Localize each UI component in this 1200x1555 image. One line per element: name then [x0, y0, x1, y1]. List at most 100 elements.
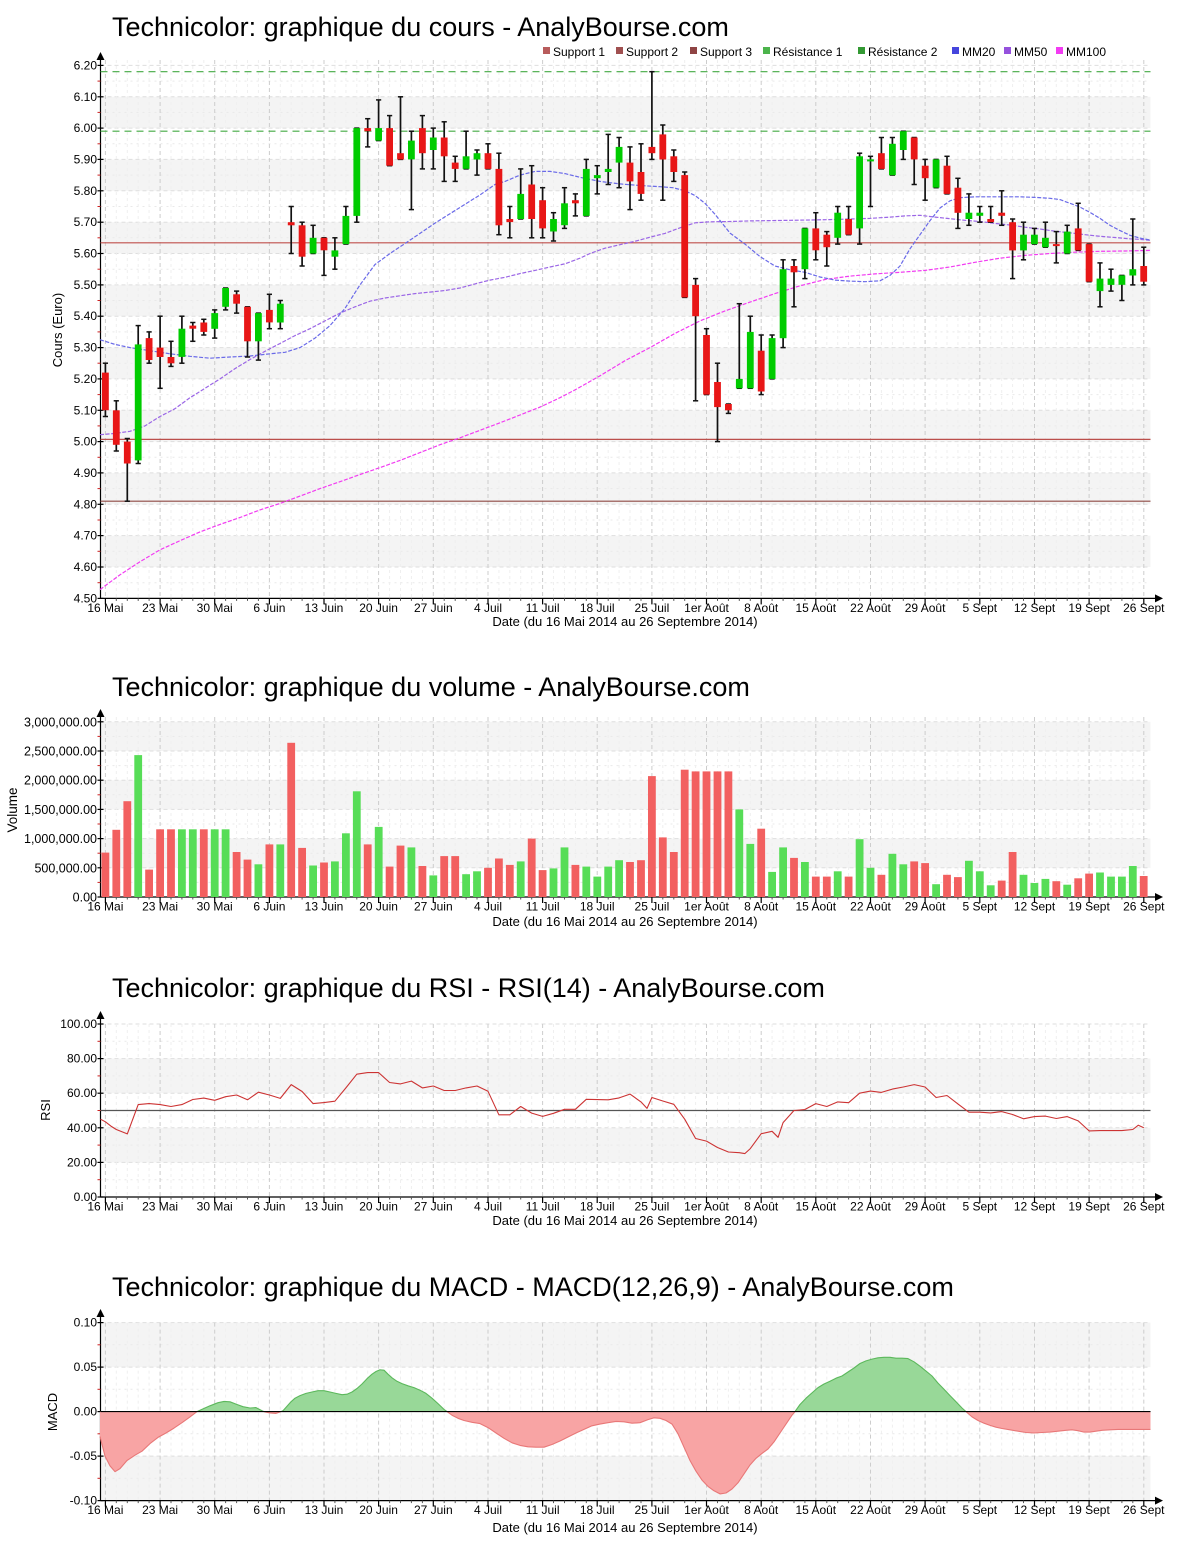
- svg-text:19 Sept: 19 Sept: [1068, 900, 1110, 914]
- svg-text:5.30: 5.30: [74, 341, 98, 355]
- svg-text:5 Sept: 5 Sept: [962, 1503, 997, 1517]
- svg-text:4 Juil: 4 Juil: [474, 1200, 502, 1214]
- svg-text:19 Sept: 19 Sept: [1068, 601, 1110, 615]
- svg-text:Support 1: Support 1: [553, 45, 605, 59]
- svg-text:MM100: MM100: [1066, 45, 1106, 59]
- svg-text:0.00: 0.00: [73, 891, 97, 905]
- svg-text:25 Juil: 25 Juil: [635, 900, 670, 914]
- svg-text:4.60: 4.60: [74, 560, 98, 574]
- svg-text:8 Août: 8 Août: [744, 601, 779, 615]
- svg-text:5.70: 5.70: [74, 215, 98, 229]
- svg-text:22 Août: 22 Août: [850, 900, 891, 914]
- svg-text:16 Mai: 16 Mai: [87, 900, 123, 914]
- svg-text:6 Juin: 6 Juin: [253, 1200, 285, 1214]
- svg-text:1er Août: 1er Août: [684, 1503, 729, 1517]
- svg-text:22 Août: 22 Août: [850, 1503, 891, 1517]
- svg-text:MACD: MACD: [45, 1393, 60, 1431]
- svg-text:6 Juin: 6 Juin: [253, 900, 285, 914]
- svg-text:2,000,000.00: 2,000,000.00: [24, 774, 97, 788]
- svg-text:80.00: 80.00: [67, 1052, 97, 1066]
- svg-text:18 Juil: 18 Juil: [580, 1200, 615, 1214]
- svg-text:20 Juin: 20 Juin: [359, 900, 398, 914]
- svg-text:16 Mai: 16 Mai: [87, 601, 123, 615]
- svg-text:13 Juin: 13 Juin: [305, 1200, 344, 1214]
- svg-text:13 Juin: 13 Juin: [305, 900, 344, 914]
- svg-text:Technicolor: graphique du volu: Technicolor: graphique du volume - Analy…: [112, 672, 750, 702]
- svg-text:500,000.00: 500,000.00: [34, 861, 97, 875]
- svg-text:60.00: 60.00: [67, 1086, 97, 1100]
- svg-text:0.00: 0.00: [74, 1405, 98, 1419]
- svg-text:20.00: 20.00: [67, 1155, 97, 1169]
- svg-text:27 Juin: 27 Juin: [414, 601, 453, 615]
- svg-text:3,000,000.00: 3,000,000.00: [24, 715, 97, 729]
- svg-text:27 Juin: 27 Juin: [414, 900, 453, 914]
- svg-text:6 Juin: 6 Juin: [253, 601, 285, 615]
- svg-text:-0.05: -0.05: [70, 1449, 98, 1463]
- svg-text:Date (du 16 Mai 2014 au 26 Sep: Date (du 16 Mai 2014 au 26 Septembre 201…: [492, 1213, 757, 1228]
- svg-text:29 Août: 29 Août: [905, 1200, 946, 1214]
- svg-text:5 Sept: 5 Sept: [962, 601, 997, 615]
- svg-text:15 Août: 15 Août: [795, 601, 836, 615]
- svg-text:0.05: 0.05: [74, 1360, 98, 1374]
- svg-text:26 Sept: 26 Sept: [1123, 1200, 1165, 1214]
- svg-text:6.20: 6.20: [74, 58, 98, 72]
- svg-text:30 Mai: 30 Mai: [197, 1503, 233, 1517]
- svg-text:0.10: 0.10: [74, 1316, 98, 1330]
- svg-text:18 Juil: 18 Juil: [580, 601, 615, 615]
- svg-text:22 Août: 22 Août: [850, 1200, 891, 1214]
- svg-text:100.00: 100.00: [60, 1017, 97, 1031]
- svg-text:Résistance 1: Résistance 1: [773, 45, 843, 59]
- svg-text:5.20: 5.20: [74, 372, 98, 386]
- svg-text:MM20: MM20: [962, 45, 996, 59]
- svg-text:18 Juil: 18 Juil: [580, 900, 615, 914]
- svg-text:Technicolor: graphique du RSI: Technicolor: graphique du RSI - RSI(14) …: [112, 973, 825, 1003]
- svg-text:Date (du 16 Mai 2014 au 26 Sep: Date (du 16 Mai 2014 au 26 Septembre 201…: [492, 614, 757, 629]
- svg-text:Support 3: Support 3: [700, 45, 752, 59]
- svg-text:Date (du 16 Mai 2014 au 26 Sep: Date (du 16 Mai 2014 au 26 Septembre 201…: [492, 1520, 757, 1535]
- svg-text:20 Juin: 20 Juin: [359, 1503, 398, 1517]
- svg-text:5 Sept: 5 Sept: [962, 900, 997, 914]
- svg-text:MM50: MM50: [1014, 45, 1048, 59]
- svg-text:Volume: Volume: [5, 787, 20, 832]
- svg-text:4.70: 4.70: [74, 529, 98, 543]
- svg-text:5.00: 5.00: [74, 435, 98, 449]
- svg-text:12 Sept: 12 Sept: [1014, 900, 1056, 914]
- svg-text:25 Juil: 25 Juil: [635, 1200, 670, 1214]
- svg-text:13 Juin: 13 Juin: [305, 1503, 344, 1517]
- svg-text:8 Août: 8 Août: [744, 900, 779, 914]
- svg-text:4 Juil: 4 Juil: [474, 900, 502, 914]
- svg-text:22 Août: 22 Août: [850, 601, 891, 615]
- svg-text:25 Juil: 25 Juil: [635, 601, 670, 615]
- svg-text:23 Mai: 23 Mai: [142, 900, 178, 914]
- svg-text:Technicolor: graphique du MACD: Technicolor: graphique du MACD - MACD(12…: [112, 1272, 954, 1302]
- svg-text:13 Juin: 13 Juin: [305, 601, 344, 615]
- svg-text:12 Sept: 12 Sept: [1014, 601, 1056, 615]
- svg-text:30 Mai: 30 Mai: [197, 601, 233, 615]
- svg-text:8 Août: 8 Août: [744, 1503, 779, 1517]
- svg-text:29 Août: 29 Août: [905, 601, 946, 615]
- svg-text:19 Sept: 19 Sept: [1068, 1503, 1110, 1517]
- svg-text:26 Sept: 26 Sept: [1123, 900, 1165, 914]
- svg-text:Cours (Euro): Cours (Euro): [50, 293, 65, 367]
- svg-text:23 Mai: 23 Mai: [142, 1503, 178, 1517]
- svg-text:15 Août: 15 Août: [795, 900, 836, 914]
- svg-text:1er Août: 1er Août: [684, 1200, 729, 1214]
- svg-text:Support 2: Support 2: [626, 45, 678, 59]
- svg-text:40.00: 40.00: [67, 1121, 97, 1135]
- svg-text:26 Sept: 26 Sept: [1123, 1503, 1165, 1517]
- svg-text:16 Mai: 16 Mai: [87, 1503, 123, 1517]
- svg-text:12 Sept: 12 Sept: [1014, 1200, 1056, 1214]
- svg-text:5.90: 5.90: [74, 152, 98, 166]
- svg-text:0.00: 0.00: [74, 1190, 98, 1204]
- svg-text:5.40: 5.40: [74, 309, 98, 323]
- svg-text:5.80: 5.80: [74, 184, 98, 198]
- svg-text:6.00: 6.00: [74, 121, 98, 135]
- svg-text:Technicolor: graphique du cour: Technicolor: graphique du cours - AnalyB…: [112, 12, 729, 42]
- svg-text:5.10: 5.10: [74, 403, 98, 417]
- svg-text:Résistance 2: Résistance 2: [868, 45, 938, 59]
- svg-text:15 Août: 15 Août: [795, 1503, 836, 1517]
- svg-text:19 Sept: 19 Sept: [1068, 1200, 1110, 1214]
- svg-text:30 Mai: 30 Mai: [197, 1200, 233, 1214]
- svg-text:11 Juil: 11 Juil: [526, 1200, 560, 1214]
- svg-text:16 Mai: 16 Mai: [87, 1200, 123, 1214]
